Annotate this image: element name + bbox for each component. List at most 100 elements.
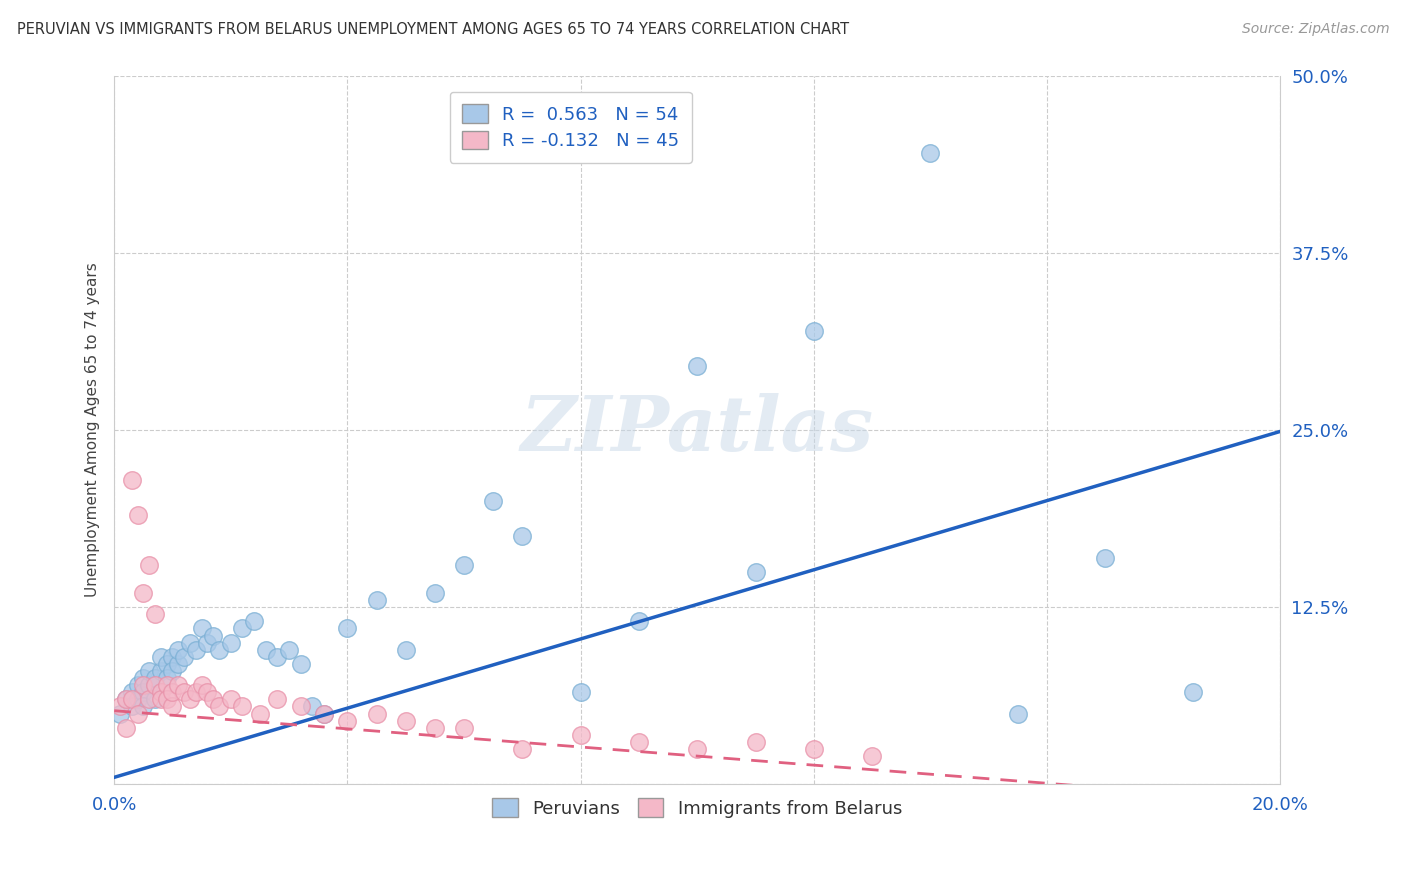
Point bbox=[162, 685, 184, 699]
Point bbox=[219, 635, 242, 649]
Point bbox=[132, 586, 155, 600]
Point bbox=[121, 699, 143, 714]
Point bbox=[627, 735, 650, 749]
Point bbox=[266, 692, 288, 706]
Point bbox=[1181, 685, 1204, 699]
Point bbox=[138, 664, 160, 678]
Point bbox=[202, 692, 225, 706]
Point bbox=[208, 642, 231, 657]
Point bbox=[219, 692, 242, 706]
Point bbox=[143, 671, 166, 685]
Legend: Peruvians, Immigrants from Belarus: Peruvians, Immigrants from Belarus bbox=[485, 791, 910, 825]
Point bbox=[249, 706, 271, 721]
Point bbox=[231, 699, 253, 714]
Point bbox=[395, 642, 418, 657]
Point bbox=[278, 642, 301, 657]
Point bbox=[115, 721, 138, 735]
Point bbox=[127, 692, 149, 706]
Point bbox=[162, 664, 184, 678]
Point bbox=[156, 678, 179, 692]
Point bbox=[744, 735, 766, 749]
Point bbox=[202, 629, 225, 643]
Point bbox=[149, 685, 172, 699]
Point bbox=[314, 706, 336, 721]
Point bbox=[1007, 706, 1029, 721]
Point bbox=[179, 635, 201, 649]
Point bbox=[108, 706, 131, 721]
Point bbox=[197, 635, 219, 649]
Point bbox=[143, 678, 166, 692]
Point bbox=[453, 721, 475, 735]
Point bbox=[803, 324, 825, 338]
Point bbox=[143, 692, 166, 706]
Point bbox=[290, 699, 312, 714]
Point bbox=[395, 714, 418, 728]
Point bbox=[336, 714, 359, 728]
Point bbox=[173, 685, 195, 699]
Point bbox=[920, 146, 942, 161]
Point bbox=[179, 692, 201, 706]
Point bbox=[453, 558, 475, 572]
Point bbox=[127, 508, 149, 522]
Point bbox=[108, 699, 131, 714]
Point bbox=[149, 649, 172, 664]
Point bbox=[132, 678, 155, 692]
Point bbox=[1094, 550, 1116, 565]
Point bbox=[162, 649, 184, 664]
Point bbox=[860, 749, 883, 764]
Point bbox=[569, 685, 592, 699]
Point bbox=[197, 685, 219, 699]
Point bbox=[121, 685, 143, 699]
Point bbox=[127, 706, 149, 721]
Point bbox=[138, 692, 160, 706]
Y-axis label: Unemployment Among Ages 65 to 74 years: Unemployment Among Ages 65 to 74 years bbox=[86, 262, 100, 598]
Point bbox=[143, 678, 166, 692]
Point bbox=[143, 607, 166, 622]
Point bbox=[686, 359, 709, 374]
Point bbox=[803, 742, 825, 756]
Point bbox=[121, 473, 143, 487]
Point bbox=[184, 642, 207, 657]
Point bbox=[366, 706, 388, 721]
Point bbox=[423, 721, 446, 735]
Point bbox=[167, 642, 190, 657]
Point bbox=[744, 565, 766, 579]
Point bbox=[115, 692, 138, 706]
Point bbox=[132, 685, 155, 699]
Point bbox=[149, 664, 172, 678]
Point bbox=[290, 657, 312, 671]
Point bbox=[231, 622, 253, 636]
Point bbox=[115, 692, 138, 706]
Point bbox=[132, 699, 155, 714]
Point bbox=[121, 692, 143, 706]
Point bbox=[149, 692, 172, 706]
Point bbox=[190, 678, 212, 692]
Point bbox=[569, 728, 592, 742]
Text: ZIPatlas: ZIPatlas bbox=[520, 393, 873, 467]
Point bbox=[156, 671, 179, 685]
Point bbox=[156, 692, 179, 706]
Point bbox=[208, 699, 231, 714]
Text: PERUVIAN VS IMMIGRANTS FROM BELARUS UNEMPLOYMENT AMONG AGES 65 TO 74 YEARS CORRE: PERUVIAN VS IMMIGRANTS FROM BELARUS UNEM… bbox=[17, 22, 849, 37]
Point bbox=[366, 593, 388, 607]
Point bbox=[314, 706, 336, 721]
Point bbox=[190, 622, 212, 636]
Point bbox=[132, 671, 155, 685]
Point bbox=[254, 642, 277, 657]
Point bbox=[336, 622, 359, 636]
Point bbox=[627, 615, 650, 629]
Point bbox=[243, 615, 266, 629]
Point bbox=[686, 742, 709, 756]
Point bbox=[138, 558, 160, 572]
Point bbox=[423, 586, 446, 600]
Point bbox=[156, 657, 179, 671]
Point bbox=[167, 678, 190, 692]
Point bbox=[301, 699, 323, 714]
Point bbox=[167, 657, 190, 671]
Point bbox=[138, 678, 160, 692]
Point bbox=[162, 699, 184, 714]
Point bbox=[512, 742, 534, 756]
Point bbox=[127, 678, 149, 692]
Point bbox=[482, 494, 505, 508]
Point bbox=[266, 649, 288, 664]
